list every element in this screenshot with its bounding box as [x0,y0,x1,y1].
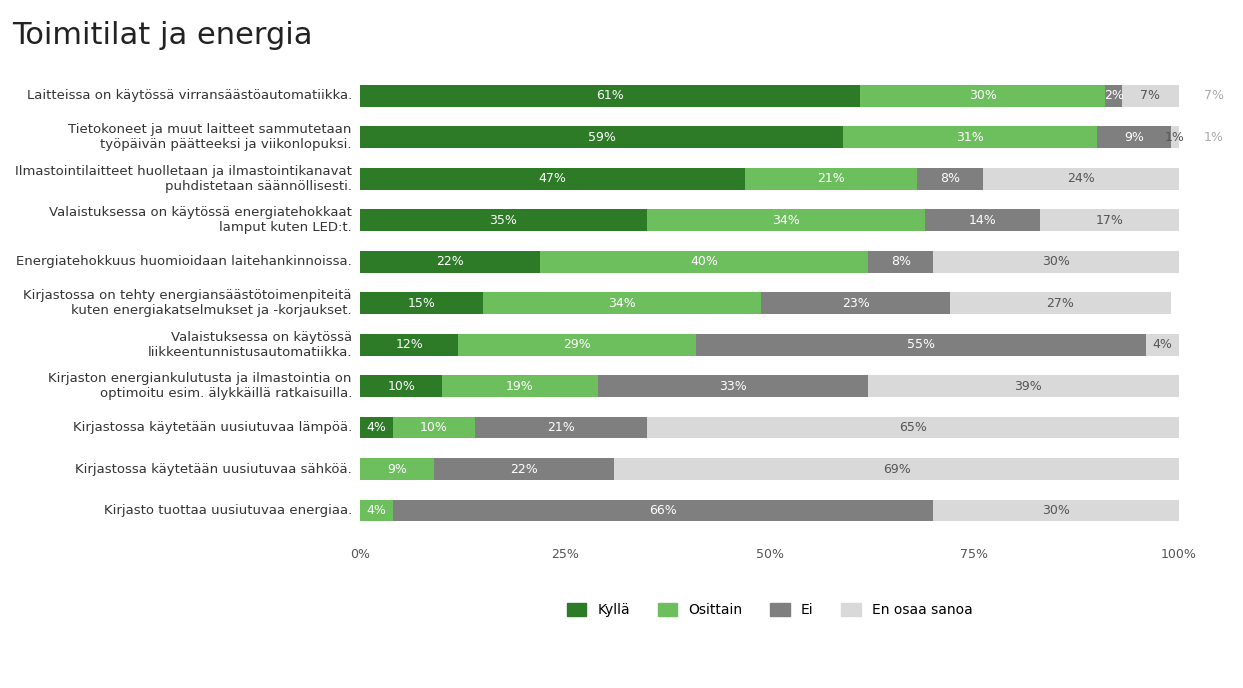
Bar [950,292,1171,314]
Text: 4%: 4% [1152,338,1172,352]
Bar [360,458,434,480]
Bar [1146,334,1180,356]
Bar [982,168,1180,190]
Bar [360,292,484,314]
Bar [443,376,598,397]
Text: Toimitilat ja energia: Toimitilat ja energia [12,21,313,50]
Bar [1121,85,1180,107]
Bar [393,417,475,438]
Bar [475,417,646,438]
Bar [917,168,982,190]
Text: 7%: 7% [1140,89,1161,103]
Bar [360,127,843,148]
Bar [646,209,925,231]
Bar [360,85,860,107]
Text: 19%: 19% [506,380,533,393]
Text: 30%: 30% [968,89,997,103]
Text: 40%: 40% [690,255,718,268]
Text: 22%: 22% [510,463,538,475]
Text: 21%: 21% [817,172,845,185]
Text: 69%: 69% [883,463,910,475]
Bar [614,458,1180,480]
Bar [434,458,614,480]
Bar [868,376,1187,397]
Text: 34%: 34% [608,297,636,310]
Bar [360,168,745,190]
Bar [1098,127,1171,148]
Bar [360,251,541,272]
Text: 1%: 1% [1203,131,1223,144]
Bar [762,292,950,314]
Bar [360,500,393,522]
Bar [393,500,933,522]
Text: 4%: 4% [367,421,387,434]
Text: 35%: 35% [490,214,517,227]
Text: 33%: 33% [718,380,747,393]
Bar [541,251,868,272]
Text: 31%: 31% [956,131,984,144]
Text: 9%: 9% [1124,131,1144,144]
Text: 4%: 4% [367,504,387,517]
Bar [933,251,1180,272]
Text: 17%: 17% [1095,214,1124,227]
Bar [1105,85,1121,107]
Text: 9%: 9% [387,463,406,475]
Bar [360,334,459,356]
Text: 27%: 27% [1047,297,1074,310]
Text: 22%: 22% [436,255,464,268]
Text: 47%: 47% [538,172,567,185]
Text: 23%: 23% [842,297,870,310]
Text: 10%: 10% [388,380,415,393]
Bar [925,209,1040,231]
Bar [933,500,1180,522]
Bar [360,209,646,231]
Text: 34%: 34% [772,214,800,227]
Bar [484,292,762,314]
Text: 24%: 24% [1066,172,1095,185]
Bar [459,334,696,356]
Text: 14%: 14% [968,214,997,227]
Text: 1%: 1% [1165,131,1185,144]
Bar [646,417,1180,438]
Text: 30%: 30% [1043,504,1070,517]
Text: 65%: 65% [899,421,927,434]
Text: 15%: 15% [408,297,435,310]
Bar [745,168,917,190]
Bar [1040,209,1180,231]
Bar [360,376,443,397]
Text: 12%: 12% [395,338,423,352]
Text: 61%: 61% [597,89,624,103]
Text: 21%: 21% [547,421,574,434]
Text: 7%: 7% [1203,89,1223,103]
Text: 30%: 30% [1043,255,1070,268]
Bar [598,376,868,397]
Bar [860,85,1105,107]
Text: 29%: 29% [563,338,592,352]
Text: 8%: 8% [940,172,960,185]
Bar [868,251,933,272]
Text: 10%: 10% [420,421,447,434]
Bar [1171,127,1180,148]
Text: 55%: 55% [907,338,935,352]
Text: 59%: 59% [588,131,615,144]
Text: 66%: 66% [649,504,677,517]
Text: 8%: 8% [891,255,911,268]
Bar [360,417,393,438]
Text: 39%: 39% [1014,380,1042,393]
Bar [696,334,1146,356]
Text: 2%: 2% [1104,89,1124,103]
Legend: Kyllä, Osittain, Ei, En osaa sanoa: Kyllä, Osittain, Ei, En osaa sanoa [562,598,978,623]
Bar [843,127,1098,148]
